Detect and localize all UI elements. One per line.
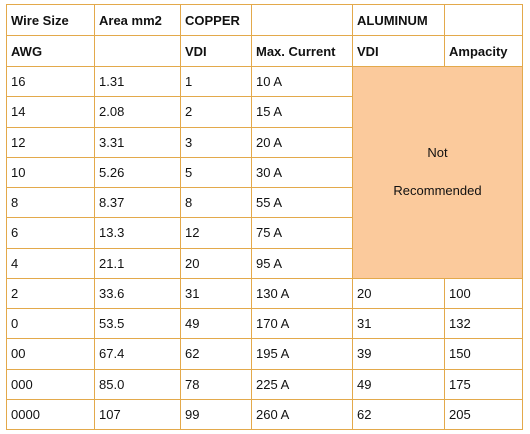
table-cell: 3 <box>180 126 252 158</box>
table-cell: 0 <box>6 307 95 340</box>
header-cell: VDI <box>352 35 445 67</box>
table-cell: 33.6 <box>94 277 181 310</box>
table-cell: 85.0 <box>94 368 181 400</box>
table-cell: 1.31 <box>94 65 181 98</box>
note-cell: Not Recommended <box>352 66 523 279</box>
table-cell: 8.37 <box>94 186 181 219</box>
header-row: AWG VDI Max. Current VDI Ampacity <box>6 35 523 67</box>
table-cell: 3.31 <box>94 126 181 158</box>
table-cell: 5 <box>180 156 252 189</box>
table-cell: 107 <box>94 398 181 431</box>
wire-table: Wire Size Area mm2 COPPER ALUMINUM AWG V… <box>6 4 523 431</box>
table-cell: 2.08 <box>94 96 181 128</box>
header-row: Wire Size Area mm2 COPPER ALUMINUM <box>6 4 523 36</box>
table-cell: 12 <box>6 126 95 158</box>
table-row: 10 5.26 5 30 A <box>6 156 523 189</box>
header-cell: ALUMINUM <box>352 4 445 36</box>
table-cell: 49 <box>352 368 445 400</box>
table-cell: 20 A <box>251 126 353 158</box>
table-cell: 13.3 <box>94 217 181 249</box>
table-cell: 16 <box>6 65 95 98</box>
header-cell: Area mm2 <box>94 4 181 36</box>
header-cell: Wire Size <box>6 4 95 36</box>
table-cell: 15 A <box>251 96 353 128</box>
table-cell: 1 <box>180 65 252 98</box>
table-cell: 12 <box>180 217 252 249</box>
table-cell: 20 <box>352 277 445 310</box>
note-text: Recommended <box>393 183 482 199</box>
table-cell: 150 <box>444 338 523 370</box>
table-cell: 132 <box>444 307 523 340</box>
header-cell <box>251 4 353 36</box>
table-cell: 4 <box>6 247 95 279</box>
table-row: 16 1.31 1 10 A Not Recommended <box>6 65 523 279</box>
table-row: 000 85.0 78 225 A 49 175 <box>6 368 523 400</box>
table-row: 12 3.31 3 20 A <box>6 126 523 158</box>
table-cell: 20 <box>180 247 252 279</box>
table-row: 2 33.6 31 130 A 20 100 <box>6 277 523 310</box>
table-cell: 260 A <box>251 398 353 431</box>
table-cell: 10 <box>6 156 95 189</box>
table-cell: 00 <box>6 338 95 370</box>
table-cell: 53.5 <box>94 307 181 340</box>
table-cell: 2 <box>6 277 95 310</box>
table-cell: 99 <box>180 398 252 431</box>
table-cell: 39 <box>352 338 445 370</box>
table-cell: 10 A <box>251 65 353 98</box>
table-cell: 8 <box>180 186 252 219</box>
table-cell: 95 A <box>251 247 353 279</box>
table-row: 0 53.5 49 170 A 31 132 <box>6 307 523 340</box>
table-cell: 62 <box>352 398 445 431</box>
table-cell: 78 <box>180 368 252 400</box>
table-cell: 205 <box>444 398 523 431</box>
table-cell: 100 <box>444 277 523 310</box>
table-cell: 67.4 <box>94 338 181 370</box>
note-text: Not <box>427 145 448 161</box>
table-cell: 14 <box>6 96 95 128</box>
table-cell: 31 <box>352 307 445 340</box>
table-cell: 5.26 <box>94 156 181 189</box>
table-cell: 6 <box>6 217 95 249</box>
table-cell: 55 A <box>251 186 353 219</box>
table-header: Wire Size Area mm2 COPPER ALUMINUM AWG V… <box>6 4 523 67</box>
table-cell: 30 A <box>251 156 353 189</box>
header-cell <box>94 35 181 67</box>
table-row: 0000 107 99 260 A 62 205 <box>6 398 523 431</box>
table-body: 16 1.31 1 10 A Not Recommended 14 2.08 2 15 A 12 3.… <box>6 65 523 431</box>
header-cell: Max. Current <box>251 35 353 67</box>
table-cell: 62 <box>180 338 252 370</box>
header-cell: COPPER <box>180 4 252 36</box>
header-cell <box>444 4 523 36</box>
table-cell: 75 A <box>251 217 353 249</box>
table-cell: 130 A <box>251 277 353 310</box>
table-cell: 31 <box>180 277 252 310</box>
table-cell: 49 <box>180 307 252 340</box>
table-cell: 0000 <box>6 398 95 431</box>
table-cell: 225 A <box>251 368 353 400</box>
table-cell: 175 <box>444 368 523 400</box>
header-cell: Ampacity <box>444 35 523 67</box>
table-cell: 8 <box>6 186 95 219</box>
header-cell: AWG <box>6 35 95 67</box>
header-cell: VDI <box>180 35 252 67</box>
table-row: 00 67.4 62 195 A 39 150 <box>6 338 523 370</box>
table-cell: 21.1 <box>94 247 181 279</box>
table-cell: 195 A <box>251 338 353 370</box>
table-cell: 170 A <box>251 307 353 340</box>
table-cell: 2 <box>180 96 252 128</box>
table-cell: 000 <box>6 368 95 400</box>
